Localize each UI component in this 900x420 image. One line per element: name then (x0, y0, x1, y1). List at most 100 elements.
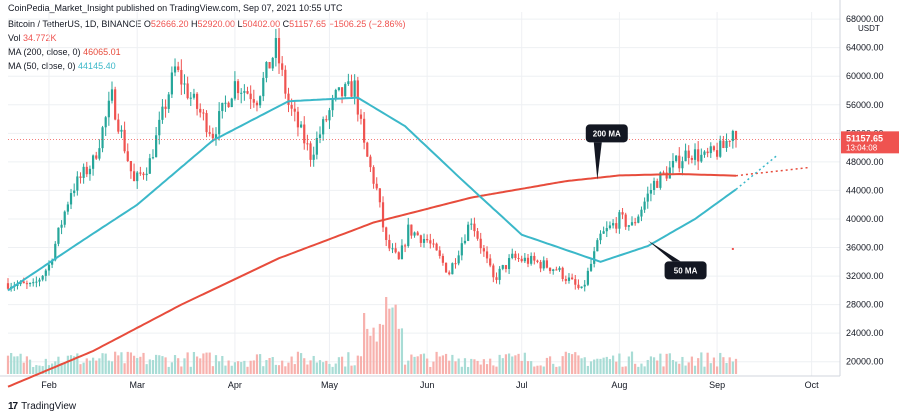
volume-bar (167, 366, 170, 374)
volume-bar (82, 362, 85, 374)
candle-body (586, 270, 589, 285)
volume-bar (199, 358, 202, 374)
volume-bar (630, 351, 634, 374)
candle-body (473, 223, 476, 232)
candle-body (381, 202, 385, 228)
candle-body (463, 240, 467, 244)
ma200-line (7, 172, 737, 388)
candle-body (79, 176, 82, 178)
y-tick-label: 28000.00 (846, 300, 884, 310)
candle-body (110, 89, 114, 101)
volume-bar (407, 360, 410, 374)
ma200-value: 46065.01 (83, 47, 121, 57)
volume-bar (243, 360, 246, 374)
candle-body (180, 69, 183, 85)
volume-bar (523, 352, 526, 374)
volume-bar (602, 357, 605, 374)
candle-body (482, 248, 485, 252)
candle-body (618, 212, 621, 229)
price-badge-countdown: 13:04:08 (846, 143, 878, 152)
candle-body (161, 106, 164, 120)
candle-body (709, 146, 712, 154)
candle-body (155, 135, 158, 158)
y-tick-label: 40000.00 (846, 214, 884, 224)
candle-body (706, 151, 709, 154)
volume-bar (457, 358, 460, 374)
volume-bar (652, 357, 656, 374)
volume-bar (88, 360, 92, 374)
ma50-legend: MA (50, close, 0) 44145.40 (8, 61, 116, 71)
candle-body (700, 154, 703, 162)
candle-body (615, 223, 618, 229)
x-tick-label: Jun (420, 380, 435, 390)
ohlc-value-l: 50402.00 (242, 19, 283, 29)
candle-body (145, 173, 148, 176)
volume-bar (693, 365, 697, 374)
volume-bar (334, 363, 337, 374)
candle-body (589, 263, 593, 271)
candle-body (460, 243, 463, 256)
candle-body (391, 248, 394, 250)
ohlc-key-c: C (282, 19, 290, 29)
candle-body (236, 81, 240, 94)
candle-body (388, 239, 391, 249)
volume-bar (712, 357, 716, 374)
volume-bar (347, 352, 350, 374)
candle-body (224, 102, 227, 104)
annotation-box (664, 261, 707, 280)
volume-bar (259, 354, 262, 374)
volume-bar (293, 364, 296, 374)
ohlc-value-o: 52666.20 (150, 19, 191, 29)
candle-body (725, 140, 728, 148)
candle-body (51, 260, 54, 265)
volume-bar (13, 356, 16, 374)
candle-body (372, 167, 375, 184)
volume-bar (85, 358, 88, 374)
candle-body (429, 240, 432, 244)
candle-body (722, 140, 725, 148)
volume-bar (25, 356, 29, 374)
volume-bar (640, 363, 643, 374)
volume-bar (690, 356, 693, 374)
candle-body (132, 171, 136, 182)
volume-bar (205, 352, 208, 374)
candle-body (539, 261, 542, 269)
volume-bar (700, 352, 703, 374)
candle-body (526, 257, 530, 264)
candle-body (167, 94, 170, 109)
candle-body (177, 66, 180, 70)
volume-bar (611, 355, 615, 374)
candle-body (328, 110, 331, 121)
x-tick-label: Mar (129, 380, 145, 390)
candle-body (22, 281, 25, 284)
candle-body (690, 157, 693, 160)
candle-body (646, 193, 649, 202)
candle-body (233, 81, 237, 99)
symbol-title: Bitcoin / TetherUS, 1D, BINANCE (8, 19, 142, 29)
ohlc-value-c: 51157.65 (289, 19, 329, 29)
candle-body (545, 260, 549, 268)
volume-bar (476, 360, 479, 374)
volume-bar (492, 365, 495, 374)
volume-bar (63, 363, 66, 374)
volume-bar (28, 359, 32, 374)
candle-body (652, 180, 656, 191)
volume-bar (366, 328, 369, 374)
volume-bar (608, 359, 612, 374)
candle-body (444, 262, 448, 273)
candle-body (637, 216, 640, 223)
volume-bar (22, 362, 25, 374)
volume-bar (627, 356, 630, 374)
candle-body (6, 283, 10, 289)
symbol-legend: Bitcoin / TetherUS, 1D, BINANCE O52666.2… (8, 19, 406, 29)
volume-bar (145, 364, 148, 374)
candle-body (728, 140, 731, 142)
candle-body (186, 83, 189, 99)
volume-bar (120, 352, 123, 374)
candle-body (66, 204, 69, 212)
candle-body (649, 190, 653, 194)
candle-body (214, 134, 218, 139)
candle-body (693, 149, 697, 160)
candle-body (281, 63, 284, 70)
